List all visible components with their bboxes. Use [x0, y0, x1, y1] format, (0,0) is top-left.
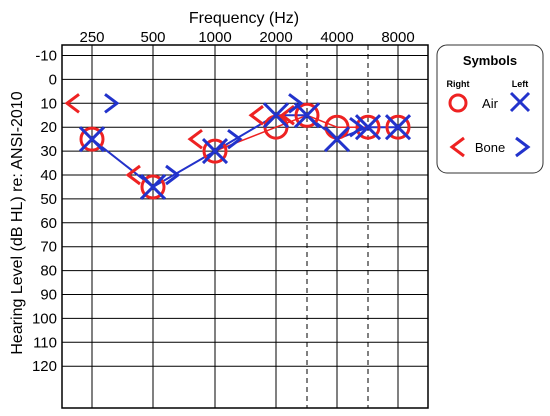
y-tick-label: 50: [40, 191, 57, 208]
x-tick-label: 1000: [198, 29, 231, 46]
left-air-x-mark: [262, 102, 290, 129]
grid: [61, 44, 429, 409]
data-marks: [64, 93, 412, 201]
y-tick-label: 30: [40, 143, 57, 160]
right-bone-lt-mark: [125, 164, 141, 186]
legend-bone-label: Bone: [475, 140, 505, 155]
x-tick-label: 250: [79, 29, 104, 46]
x-axis-title: Frequency (Hz): [189, 10, 299, 27]
right-air-circle-mark: [202, 138, 228, 164]
y-tick-label: 80: [40, 263, 57, 280]
left-air-x-mark: [354, 114, 382, 141]
legend-air-label: Air: [482, 96, 499, 111]
y-tick-label: 70: [40, 239, 57, 256]
left-air-x-mark: [139, 173, 167, 201]
left-air-x-mark: [293, 102, 321, 129]
legend: Symbols Right Left Air Bone: [436, 44, 544, 174]
right-air-circle-mark: [294, 102, 320, 128]
legend-left-bone-gt-icon: [515, 136, 531, 158]
left-air-x-mark: [323, 126, 351, 153]
legend-box: [436, 44, 544, 174]
left-bone-gt-mark: [349, 117, 365, 138]
right-air-circle-mark: [355, 114, 381, 140]
right-air-circle-mark: [79, 126, 105, 152]
plot-frame: [61, 44, 429, 409]
left-bone-gt-mark: [165, 164, 181, 186]
y-tick-label: 110: [33, 334, 57, 351]
legend-right-label: Right: [447, 79, 470, 89]
left-air-x-mark: [201, 138, 229, 165]
y-tick-label: 90: [40, 287, 57, 304]
right-bone-lt-mark: [248, 105, 264, 126]
x-tick-label: 8000: [381, 29, 414, 46]
y-tick-label: 60: [40, 215, 57, 232]
y-tick-label: 100: [32, 310, 57, 327]
y-tick-label: 0: [49, 71, 57, 88]
x-tick-labels: 250 500 1000 2000 4000 8000: [79, 29, 414, 46]
right-bone-lt-mark: [64, 93, 80, 114]
y-axis-title: Hearing Level (dB HL) re: ANSI-2010: [9, 91, 26, 354]
y-tick-label: 120: [32, 358, 57, 375]
legend-right-air-circle-icon: [448, 93, 468, 113]
y-tick-label: 40: [40, 167, 57, 184]
y-tick-label: -10: [35, 48, 57, 65]
left-bone-gt-mark: [288, 93, 304, 114]
y-tick-label: 10: [40, 95, 57, 112]
right-bone-lt-mark: [279, 105, 295, 126]
left-air-x-mark: [384, 114, 412, 141]
x-tick-label: 4000: [320, 29, 353, 46]
x-tick-label: 500: [140, 29, 165, 46]
left-bone-gt-mark: [227, 128, 243, 150]
right-air-circle-mark: [140, 174, 166, 200]
legend-left-label: Left: [512, 79, 529, 89]
left-air-x-mark: [78, 126, 106, 153]
right-bone-lt-mark: [187, 128, 203, 150]
legend-title: Symbols: [463, 53, 517, 68]
y-tick-labels: -10 0 10 20 30 40 50 60 70 80 90 100 110 120: [32, 48, 57, 376]
legend-right-bone-lt-icon: [449, 136, 465, 158]
x-tick-label: 2000: [259, 29, 292, 46]
left-bone-gt-mark: [104, 93, 120, 114]
y-tick-label: 20: [40, 119, 57, 136]
legend-left-air-x-icon: [509, 91, 531, 113]
right-air-circle-mark: [385, 114, 411, 140]
